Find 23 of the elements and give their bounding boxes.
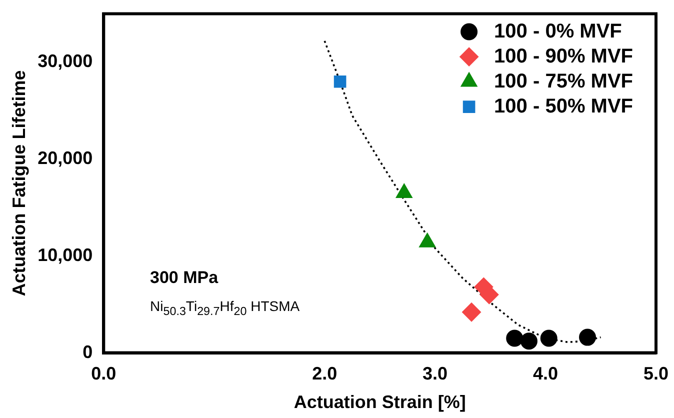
x-tick-label: 2.0 bbox=[312, 364, 338, 384]
annotation: Ni$_{50.3}$Ti$_{29.7}$Hf$_{20}$ HTSMA bbox=[150, 298, 300, 318]
annotation: 300 MPa bbox=[150, 268, 218, 288]
point bbox=[579, 328, 596, 346]
y-tick-label: 0 bbox=[82, 342, 93, 362]
point bbox=[540, 330, 558, 347]
x-tick-label: 3.0 bbox=[422, 364, 448, 384]
x-tick-label: 0.0 bbox=[91, 364, 116, 384]
legend-label: 100 - 0% MVF bbox=[494, 20, 622, 42]
x-axis-title: Actuation Strain [%] bbox=[294, 392, 466, 412]
y-tick-label: 30,000 bbox=[38, 51, 93, 72]
point bbox=[462, 302, 482, 322]
x-tick-label: 5.0 bbox=[643, 364, 669, 384]
y-axis-title: Actuation Fatigue Lifetime bbox=[8, 70, 29, 296]
x-tick-label: 4.0 bbox=[533, 364, 558, 384]
legend-label: 100 - 90% MVF bbox=[494, 45, 634, 68]
legend-label: 100 - 75% MVF bbox=[494, 70, 634, 92]
point bbox=[506, 330, 524, 347]
point bbox=[334, 75, 346, 88]
point bbox=[520, 332, 538, 350]
legend-label: 100 - 50% MVF bbox=[494, 95, 634, 118]
y-tick-label: 10,000 bbox=[38, 244, 93, 265]
y-tick-label: 20,000 bbox=[38, 148, 93, 168]
